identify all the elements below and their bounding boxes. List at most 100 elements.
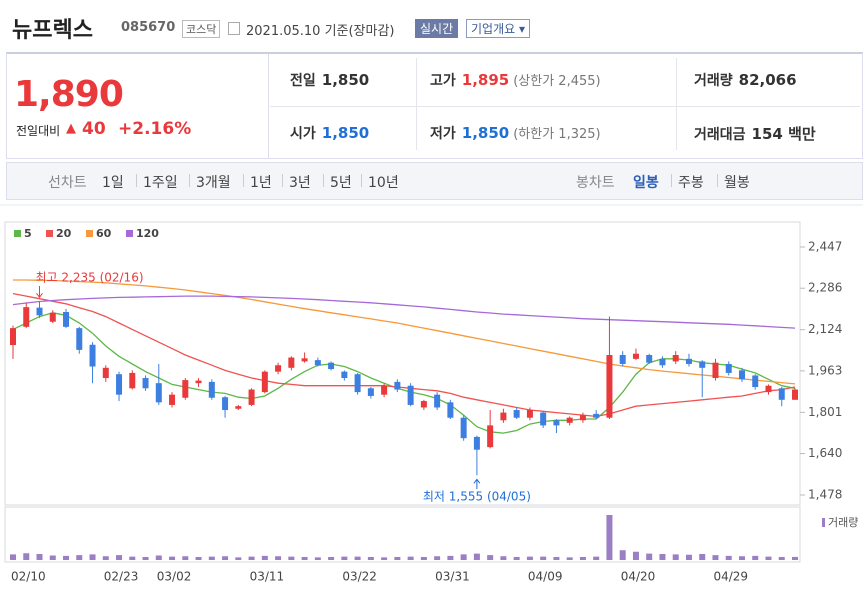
volume-bar xyxy=(23,553,30,560)
y-tick-label: 2,124 xyxy=(808,322,842,336)
tab[interactable]: 일봉 xyxy=(633,175,659,191)
tab-separator xyxy=(189,174,190,187)
y-tick-label: 1,801 xyxy=(808,405,842,419)
candle-body xyxy=(142,378,149,389)
stat-value: 1,850 xyxy=(321,124,370,142)
x-tick-label: 03/22 xyxy=(342,570,377,584)
tab[interactable]: 1년 xyxy=(250,175,272,191)
volume-bar xyxy=(566,557,573,560)
tab[interactable]: 주봉 xyxy=(678,175,704,191)
tab-separator xyxy=(361,174,362,187)
volume-bar xyxy=(195,557,202,560)
volume-bar xyxy=(394,557,401,560)
candle-body xyxy=(566,417,573,423)
x-tick-label: 03/31 xyxy=(435,570,470,584)
tab-separator xyxy=(323,174,324,187)
volume-bar xyxy=(699,554,706,560)
candle-body xyxy=(182,380,189,398)
candle-body xyxy=(553,420,560,426)
volume-bar xyxy=(208,556,215,560)
candle-body xyxy=(288,357,295,368)
tab[interactable]: 1주일 xyxy=(143,175,178,191)
overview-text: 기업개요 xyxy=(471,22,516,36)
volume-bar xyxy=(235,557,242,560)
low-annotation: 최저 1,555 (04/05) xyxy=(423,490,531,504)
legend-swatch xyxy=(86,230,93,237)
volume-bar xyxy=(301,557,308,560)
volume-bar xyxy=(579,557,586,560)
candle-body xyxy=(487,425,494,448)
volume-bar xyxy=(593,556,600,560)
stat-value: 1,850 xyxy=(461,124,510,142)
y-tick-label: 1,963 xyxy=(808,363,842,377)
volume-bar xyxy=(142,557,149,560)
volume-bar xyxy=(367,557,374,560)
candle-body xyxy=(222,397,229,411)
change: 40 xyxy=(82,119,106,139)
volume-bar xyxy=(341,556,348,560)
volume-bar xyxy=(89,554,96,560)
candle-body xyxy=(632,353,639,359)
stat: 시가 1,850 xyxy=(290,123,369,143)
stat-note: (상한가 2,455) xyxy=(513,74,601,89)
volume-bar xyxy=(169,556,176,560)
tab-separator xyxy=(136,174,137,187)
candle-body xyxy=(420,401,427,408)
volume-bar xyxy=(460,554,467,560)
x-tick-label: 02/10 xyxy=(11,570,46,584)
tab[interactable]: 1일 xyxy=(102,175,124,191)
stat-value: 1,850 xyxy=(321,71,370,89)
candle-body xyxy=(63,312,70,327)
tab[interactable]: 3년 xyxy=(289,175,311,191)
candle-body xyxy=(235,406,242,409)
candle-body xyxy=(341,371,348,379)
ma-line xyxy=(12,295,796,329)
volume-bar xyxy=(685,554,692,560)
stat: 거래량 82,066 xyxy=(694,70,797,90)
candle-body xyxy=(367,388,374,396)
tab[interactable]: 3개월 xyxy=(196,175,231,191)
y-tick-label: 1,478 xyxy=(808,488,842,502)
candle-body xyxy=(725,363,732,373)
stat-label: 거래량 xyxy=(694,73,733,89)
volume-bar xyxy=(420,557,427,560)
stock-name: 뉴프렉스 xyxy=(12,18,93,43)
volume-bar xyxy=(288,556,295,560)
volume-bar xyxy=(248,556,255,560)
candle-body xyxy=(116,374,123,395)
low-arrow xyxy=(473,478,481,489)
stat-label: 전일 xyxy=(290,73,316,89)
candle-body xyxy=(36,307,43,316)
legend-label: 120 xyxy=(136,227,159,240)
volume-bar xyxy=(407,556,414,560)
realtime-button[interactable]: 실시간 xyxy=(415,19,459,38)
x-tick-label: 04/09 xyxy=(528,570,563,584)
candle-body xyxy=(394,381,401,390)
candle-body xyxy=(540,412,547,426)
volume-bar xyxy=(553,557,560,560)
candle-body xyxy=(102,367,109,379)
price-frame xyxy=(4,221,801,506)
candle-body xyxy=(155,383,162,403)
volume-bar xyxy=(275,556,282,560)
volume-bar xyxy=(76,555,83,560)
stat: 전일 1,850 xyxy=(290,70,369,90)
candle-body xyxy=(354,374,361,393)
stat-label: 저가 xyxy=(430,126,456,142)
tab[interactable]: 5년 xyxy=(330,175,352,191)
candle-body xyxy=(672,355,679,362)
volume-bar xyxy=(672,554,679,560)
legend-swatch xyxy=(126,230,133,237)
x-tick-label: 04/29 xyxy=(713,570,748,584)
tab[interactable]: 10년 xyxy=(368,175,399,191)
tab[interactable]: 월봉 xyxy=(724,175,750,191)
candle-body xyxy=(593,413,600,418)
candle-body xyxy=(619,355,626,364)
candle-body xyxy=(328,362,335,370)
volume-bar xyxy=(646,553,653,560)
x-tick-label: 03/11 xyxy=(250,570,285,584)
overview-dropdown[interactable]: 기업개요 ▾ xyxy=(466,19,531,38)
volume-legend-swatch xyxy=(822,518,825,527)
market-badge: 코스닥 xyxy=(182,20,221,38)
